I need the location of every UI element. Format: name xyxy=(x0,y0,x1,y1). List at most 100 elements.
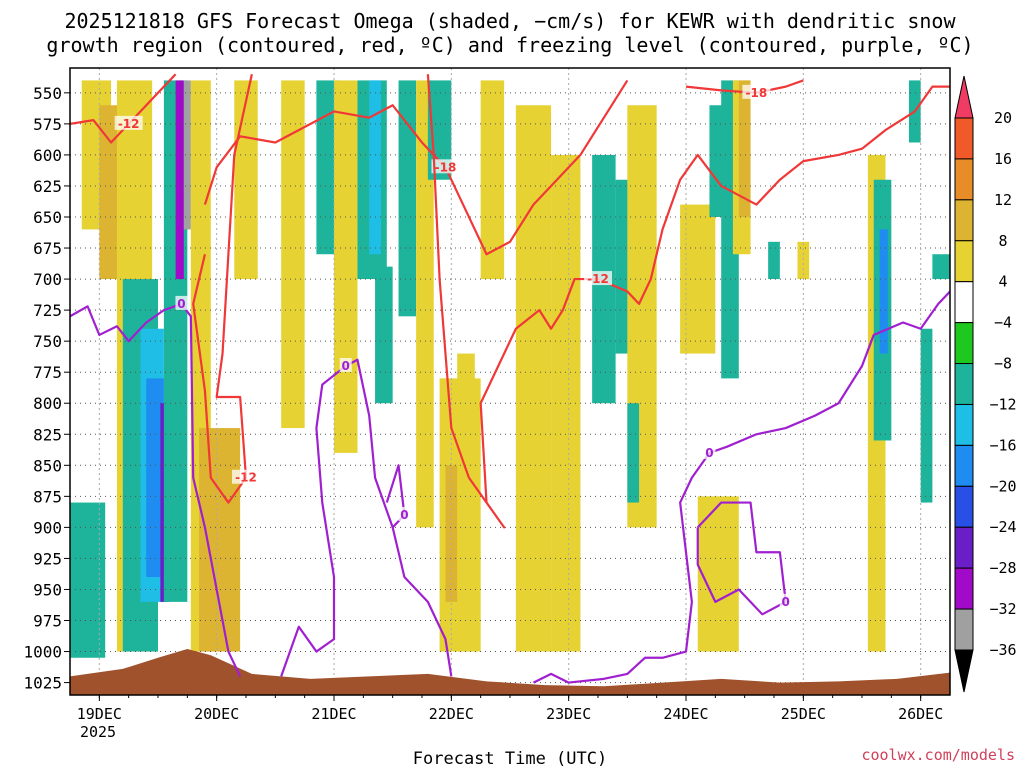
x-tick-label: 24DEC xyxy=(663,705,708,723)
omega-region xyxy=(879,229,888,354)
x-tick-label: 22DEC xyxy=(429,705,474,723)
omega-region xyxy=(398,80,417,317)
colorbar-label: −28 xyxy=(989,559,1016,577)
colorbar-top-arrow xyxy=(954,75,974,119)
y-tick-label: 900 xyxy=(33,518,62,537)
colorbar-label: 4 xyxy=(998,273,1007,291)
credit-text: coolwx.com/models xyxy=(861,746,1015,764)
y-tick-label: 850 xyxy=(33,456,62,475)
red-contour-line xyxy=(192,73,253,504)
omega-region xyxy=(183,80,191,230)
y-tick-label: 675 xyxy=(33,239,62,258)
omega-region xyxy=(457,353,475,652)
y-tick-label: 925 xyxy=(33,549,62,568)
red-contour-label: -18 xyxy=(746,86,768,100)
colorbar-swatch xyxy=(954,158,974,201)
omega-region xyxy=(738,80,751,217)
red-contour-label-bg xyxy=(584,271,612,286)
colorbar-swatch xyxy=(954,403,974,446)
colorbar-swatch xyxy=(954,240,974,283)
purple-contour-label: 0 xyxy=(782,595,790,609)
plot-area: -12 -18 -12 -12 -18 0 0 0 0 0 xyxy=(70,68,950,695)
colorbar-label: −16 xyxy=(989,436,1016,454)
y-tick-label: 975 xyxy=(33,612,62,631)
red-contour-label-bg xyxy=(114,115,143,130)
red-contour-label-bg xyxy=(431,159,460,174)
x-tick-label: 26DEC xyxy=(898,705,943,723)
red-contour-label-bg xyxy=(232,469,260,484)
omega-region xyxy=(70,502,106,658)
x-tick-label: 20DEC xyxy=(194,705,239,723)
purple-contour-label-bg xyxy=(339,357,352,372)
colorbar-label: 8 xyxy=(998,232,1007,250)
y-tick-label: 725 xyxy=(33,301,62,320)
red-contour-label: -18 xyxy=(435,160,457,174)
purple-contour-label: 0 xyxy=(342,359,350,373)
terrain-area xyxy=(70,649,950,695)
y-tick-label: 800 xyxy=(33,394,62,413)
chart-title-line-2: growth region (contoured, red, ºC) and f… xyxy=(46,33,973,57)
colorbar-label: −8 xyxy=(994,355,1012,373)
colorbar-swatch xyxy=(954,526,974,569)
y-tick-label: 700 xyxy=(33,270,62,289)
omega-region xyxy=(369,80,381,255)
colorbar-label: −36 xyxy=(989,641,1016,659)
y-tick-label: 1025 xyxy=(23,674,62,693)
purple-contour-line xyxy=(70,302,242,677)
y-tick-label: 575 xyxy=(33,115,62,134)
y-tick-label: 625 xyxy=(33,177,62,196)
omega-region xyxy=(697,496,739,652)
red-contour-label: -12 xyxy=(118,117,140,131)
purple-contour-label: 0 xyxy=(705,446,713,460)
y-tick-label: 875 xyxy=(33,487,62,506)
y-tick-label: 550 xyxy=(33,84,62,103)
x-tick-label: 25DEC xyxy=(781,705,826,723)
purple-contour-label-bg xyxy=(703,444,716,459)
colorbar-label: −20 xyxy=(989,477,1016,495)
y-tick-label: 825 xyxy=(33,425,62,444)
colorbar-bottom-arrow xyxy=(954,649,974,693)
omega-region xyxy=(175,80,184,280)
omega-region xyxy=(768,241,780,280)
y-tick-label: 1000 xyxy=(23,643,62,662)
omega-region xyxy=(334,80,358,453)
colorbar-swatch xyxy=(954,281,974,324)
y-tick-label: 650 xyxy=(33,208,62,227)
x-axis: 19DEC 20DEC 21DEC 22DEC 23DEC 24DEC 25DEC 26DEC xyxy=(77,695,943,723)
omega-region xyxy=(416,80,434,528)
colorbar-label: −12 xyxy=(989,395,1016,413)
colorbar-swatch xyxy=(954,608,974,651)
omega-region xyxy=(627,403,640,503)
colorbar-swatch xyxy=(954,199,974,242)
purple-contour-label: 0 xyxy=(400,508,408,522)
x-year-label: 2025 xyxy=(80,723,116,741)
x-tick-label: 19DEC xyxy=(77,705,122,723)
colorbar-swatch xyxy=(954,444,974,487)
red-contour-label-bg xyxy=(742,84,771,99)
colorbar-label: −24 xyxy=(989,518,1016,536)
x-axis-label: Forecast Time (UTC) xyxy=(413,749,607,768)
colorbar-label: 16 xyxy=(994,150,1012,168)
y-tick-label: 600 xyxy=(33,146,62,165)
colorbar: 20 16 12 8 4 −4 −8 −12 −16 −20 −24 −28 −32 −36 xyxy=(954,75,1017,693)
red-contour-label: -12 xyxy=(587,272,609,286)
purple-contour-label-bg xyxy=(398,506,411,521)
x-tick-label: 21DEC xyxy=(311,705,356,723)
omega-region xyxy=(797,241,810,280)
colorbar-label: 12 xyxy=(994,191,1012,209)
colorbar-swatch xyxy=(954,363,974,405)
y-tick-label: 950 xyxy=(33,580,62,599)
colorbar-label: −32 xyxy=(989,600,1016,618)
omega-region xyxy=(515,105,552,652)
chart-title-line-1: 2025121818 GFS Forecast Omega (shaded, −… xyxy=(64,9,956,33)
omega-region xyxy=(234,80,258,280)
omega-region xyxy=(281,80,305,429)
terrain-fill xyxy=(70,649,950,695)
dendritic-growth-contours: -12 -18 -12 -12 -18 xyxy=(70,73,950,529)
colorbar-swatch xyxy=(954,117,974,160)
red-contour-label: -12 xyxy=(235,471,257,485)
omega-region xyxy=(480,80,505,280)
colorbar-swatch xyxy=(954,567,974,610)
colorbar-swatch xyxy=(954,485,974,528)
